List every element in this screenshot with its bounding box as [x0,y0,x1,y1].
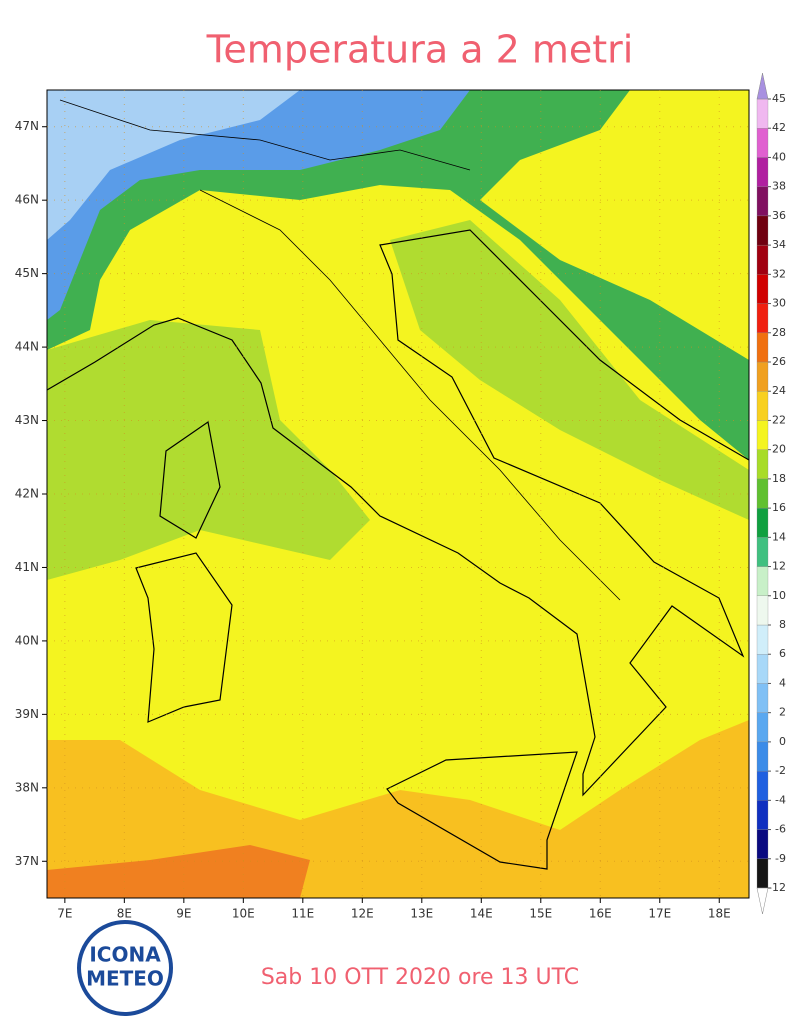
colorbar-segment [756,829,769,859]
x-tick-label: 12E [351,907,374,921]
colorbar-segment [756,858,769,889]
x-tick-label: 7E [57,907,72,921]
x-tick-label: 9E [176,907,191,921]
colorbar-segment [756,303,769,333]
colorbar-label: 45 [772,92,786,105]
colorbar-label: 32 [772,267,786,280]
colorbar-label: 26 [772,355,786,368]
colorbar-segment [756,654,769,684]
colorbar-segment [756,128,769,158]
colorbar-segment [756,624,769,655]
borders [59,99,621,601]
colorbar-label: -2 [775,764,786,777]
x-tick-label: 15E [529,907,552,921]
colorbar-label: 14 [772,530,786,543]
colorbar-segment [756,157,769,187]
colorbar-label: 6 [779,647,786,660]
colorbar-segment [756,244,769,275]
x-tick-label: 14E [470,907,493,921]
colorbar-segment [756,332,769,363]
colorbar-segment [756,449,769,480]
colorbar-segment [756,391,769,421]
colorbar-segment [756,507,769,538]
y-tick-label: 41N [15,560,39,574]
colorbar-label: 38 [772,180,786,193]
x-tick-label: 10E [232,907,255,921]
colorbar-over [756,72,769,100]
logo-ring [77,920,173,1016]
colorbar-segment [756,215,769,246]
sicily [386,751,578,870]
sea-field [47,320,370,580]
colorbar-segment [756,537,769,567]
x-tick-label: 11E [291,907,314,921]
title: Temperatura a 2 metri [206,28,634,72]
subtitle: Sab 10 OTT 2020 ore 13 UTC [261,965,579,990]
colorbar-segment [756,800,769,830]
colorbar-segment [756,683,769,713]
x-tick-label: 16E [589,907,612,921]
logo: ICONA METEO [77,920,173,1016]
y-tick-label: 39N [15,707,39,721]
colorbar-label: 24 [772,384,786,397]
colorbar-segment [756,712,769,743]
y-tick-label: 44N [15,340,39,354]
colorbar-label: 42 [772,121,786,134]
colorbar-label: 8 [779,618,786,631]
hot-field [47,845,310,898]
colorbar-label: -6 [775,823,786,836]
x-tick-label: 17E [648,907,671,921]
colorbar-label: 28 [772,326,786,339]
colorbar-label: 12 [772,560,786,573]
x-tick-label: 13E [410,907,433,921]
map-area [46,89,750,899]
cold-field-light [47,90,300,240]
colorbar-under [756,887,769,915]
colorbar-segment [756,361,769,392]
colorbar-label: -12 [768,881,786,894]
colorbar-segment [756,741,769,772]
colorbar-label: 30 [772,297,786,310]
colorbar-segment [756,274,769,304]
x-tick-label: 8E [117,907,132,921]
logo-text: METEO [86,967,164,991]
x-tick-label: 18E [708,907,731,921]
colorbar-label: -4 [775,793,786,806]
colorbar-label: -9 [775,852,786,865]
adriatic-field [390,220,749,520]
colorbar-segment [756,566,769,596]
colorbar-label: 34 [772,238,786,251]
y-tick-label: 40N [15,633,39,647]
logo-text: ICONA [89,943,161,967]
y-tick-label: 47N [15,119,39,133]
alpine-field [47,90,749,460]
colorbar-segment [756,478,769,509]
colorbar-label: 22 [772,413,786,426]
colorbar-segment [756,595,769,626]
coastline [46,229,750,797]
colorbar-label: 10 [772,589,786,602]
colorbar-label: 0 [779,735,786,748]
colorbar-segment [756,770,769,801]
coastlines [46,99,750,870]
colorbar-segment [756,186,769,217]
colorbar-segment [756,420,769,450]
colorbar-segment [756,98,769,129]
colorbar-label: 40 [772,150,786,163]
y-tick-label: 42N [15,487,39,501]
corsica [159,420,221,539]
y-tick-label: 43N [15,413,39,427]
y-tick-label: 45N [15,266,39,280]
colorbar-label: 20 [772,443,786,456]
colorbar-label: 18 [772,472,786,485]
y-tick-label: 38N [15,780,39,794]
y-tick-label: 46N [15,193,39,207]
y-tick-label: 37N [15,854,39,868]
colorbar-label: 36 [772,209,786,222]
colorbar-label: 2 [779,706,786,719]
colorbar-label: 16 [772,501,786,514]
colorbar-label: 4 [779,676,786,689]
